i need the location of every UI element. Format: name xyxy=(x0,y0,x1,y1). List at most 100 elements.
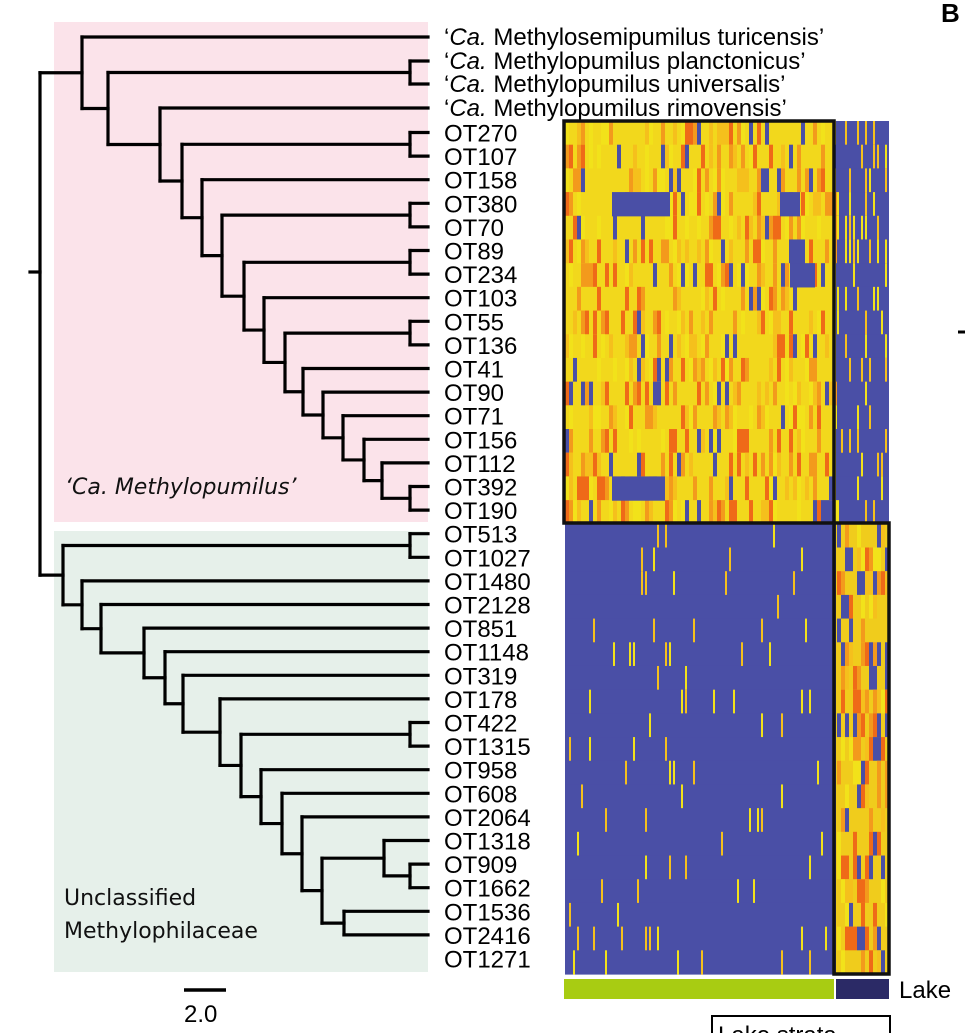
heatmap-cell xyxy=(585,310,589,335)
heatmap-cell xyxy=(857,547,861,572)
heatmap-cell xyxy=(885,784,889,809)
heatmap-cell xyxy=(813,476,817,501)
heatmap-cell xyxy=(837,618,841,643)
heatmap-cell xyxy=(681,689,683,714)
heatmap-cell xyxy=(613,239,617,264)
otu-label: OT2416 xyxy=(444,923,531,950)
heatmap-cell xyxy=(849,168,851,193)
heatmap-cell xyxy=(841,689,845,714)
heatmap-cell xyxy=(797,168,801,193)
heatmap-cell xyxy=(693,263,697,288)
heatmap-cell xyxy=(669,500,673,525)
heatmap-cell xyxy=(881,855,885,880)
heatmap-cell xyxy=(849,879,853,904)
heatmap-cell xyxy=(621,926,623,951)
heatmap-cell xyxy=(793,571,795,596)
heatmap-cell xyxy=(601,121,605,146)
methylopumilus-clade-label-text: ‘Ca. Methylopumilus’ xyxy=(65,475,297,500)
heatmap-row-bg xyxy=(836,405,889,430)
heatmap-cell xyxy=(785,381,789,406)
heatmap-cell xyxy=(593,618,595,643)
heatmap-cell xyxy=(869,239,871,264)
heatmap-cell xyxy=(825,239,829,264)
heatmap-cell xyxy=(825,192,829,217)
heatmap-row-bg xyxy=(836,192,889,217)
heatmap-cell xyxy=(829,500,833,525)
heatmap-cell xyxy=(701,334,705,359)
heatmap-cell xyxy=(589,405,593,430)
heatmap-cell xyxy=(577,286,581,312)
heatmap-cell xyxy=(761,405,765,430)
heatmap-cell xyxy=(721,357,725,383)
heatmap-cell xyxy=(637,429,641,454)
heatmap-cell xyxy=(673,381,677,406)
heatmap-cell xyxy=(845,642,849,667)
heatmap-cell xyxy=(729,357,733,383)
heatmap-cell xyxy=(677,334,681,359)
otu-label: OT1271 xyxy=(444,947,531,974)
heatmap-cell xyxy=(585,452,589,478)
heatmap-cell xyxy=(813,121,817,146)
heatmap-cell xyxy=(857,429,859,454)
heatmap-cell xyxy=(809,689,811,714)
heatmap-cell xyxy=(701,310,705,335)
heatmap-cell xyxy=(841,808,845,833)
heatmap-cell xyxy=(713,168,717,193)
heatmap-cell xyxy=(853,926,857,951)
heatmap-cell xyxy=(709,239,713,264)
unclassified-clade-label-line2: Methylophilaceae xyxy=(64,919,258,944)
heatmap-cell xyxy=(713,357,717,383)
heatmap-row-bg xyxy=(565,476,836,501)
heatmap-cell xyxy=(669,760,671,786)
heatmap-cell xyxy=(845,665,849,691)
heatmap-cell xyxy=(857,571,861,596)
heatmap-cell xyxy=(609,121,613,146)
heatmap-cell xyxy=(733,689,735,714)
heatmap-cell xyxy=(765,168,769,193)
heatmap-cell xyxy=(877,144,879,169)
otu-label: OT178 xyxy=(444,687,517,714)
heatmap-cell xyxy=(853,855,857,880)
heatmap-cell xyxy=(597,405,601,430)
heatmap-cell xyxy=(821,144,825,169)
heatmap-cell xyxy=(841,855,845,880)
heatmap-cell xyxy=(745,357,749,383)
heatmap-cell xyxy=(645,405,649,430)
otu-label: OT1148 xyxy=(444,640,529,667)
heatmap-cell xyxy=(745,429,749,454)
heatmap-cell xyxy=(737,121,741,146)
heatmap-cell xyxy=(857,737,861,762)
heatmap-cell xyxy=(673,168,677,193)
heatmap-cell xyxy=(781,334,785,359)
heatmap-cell xyxy=(877,737,881,762)
heatmap-cell xyxy=(769,286,773,312)
heatmap-cell xyxy=(773,263,777,288)
heatmap-cell xyxy=(757,286,761,312)
heatmap-cell xyxy=(717,121,721,146)
heatmap-cell xyxy=(725,334,729,359)
heatmap-cell xyxy=(769,500,773,525)
heatmap-cell xyxy=(789,357,793,383)
heatmap-cell xyxy=(809,310,813,335)
heatmap-cell xyxy=(877,713,881,738)
heatmap-cell xyxy=(885,429,887,454)
heatmap-cell xyxy=(869,831,873,857)
heatmap-cell xyxy=(757,192,761,217)
heatmap-cell xyxy=(837,523,841,549)
heatmap-row-bg xyxy=(836,286,889,312)
heatmap-cell xyxy=(725,381,729,406)
heatmap-cell xyxy=(877,286,879,312)
heatmap-cell xyxy=(821,500,825,525)
bottom-bar-segment-1 xyxy=(564,979,834,999)
heatmap-cell xyxy=(721,121,725,146)
heatmap-cell xyxy=(753,239,757,264)
heatmap-cell xyxy=(581,263,585,288)
heatmap-cell xyxy=(845,215,847,241)
heatmap-cell xyxy=(885,665,889,691)
heatmap-cell xyxy=(837,713,841,738)
otu-label: OT103 xyxy=(444,286,517,313)
heatmap-row-bg xyxy=(565,452,836,478)
heatmap-cell xyxy=(865,571,869,596)
otu-label: OT1536 xyxy=(444,899,531,926)
heatmap-cell xyxy=(633,239,637,264)
